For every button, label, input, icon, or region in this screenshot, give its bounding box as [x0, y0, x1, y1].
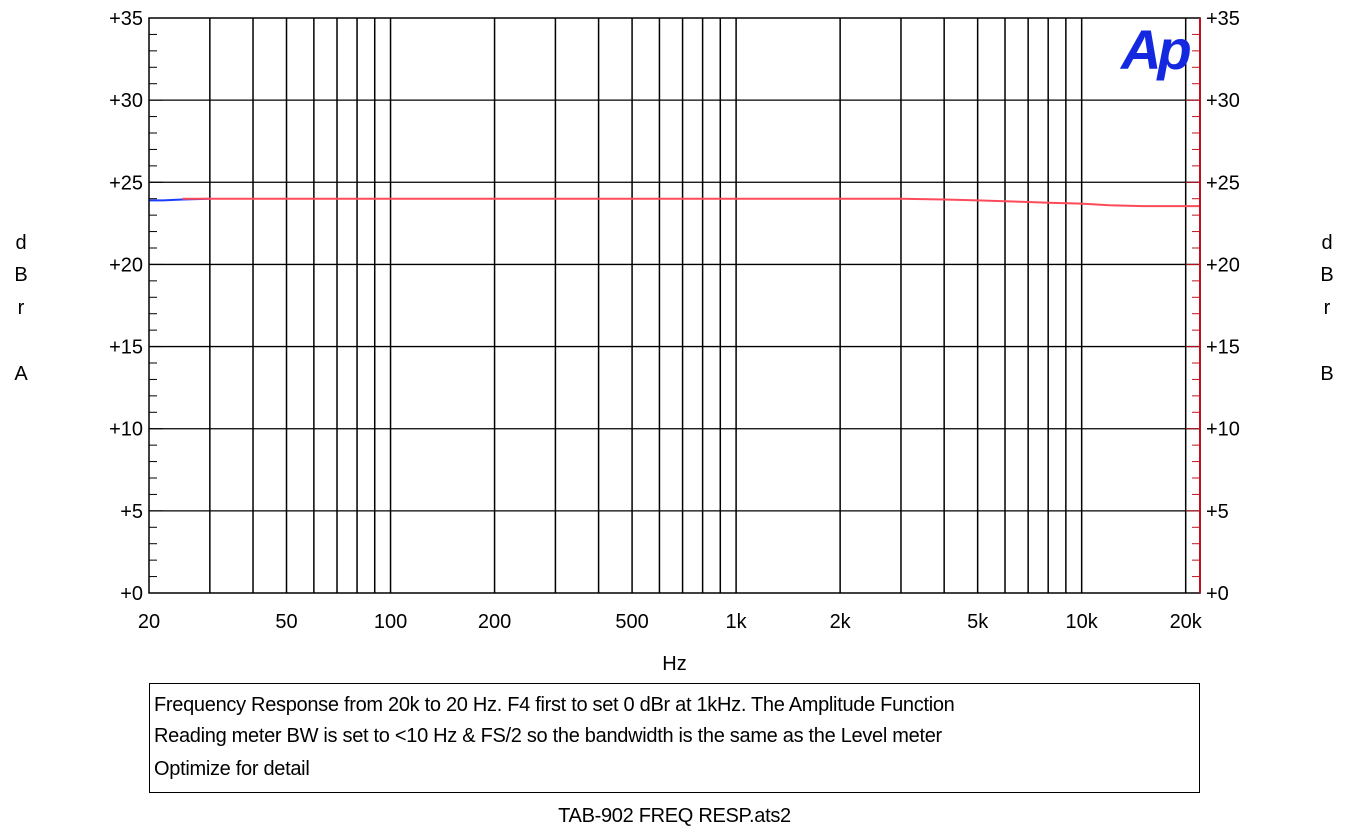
y-axis-title-left-char: r	[18, 297, 25, 319]
note-line-3: Optimize for detail	[154, 758, 310, 780]
x-tick-label: 10k	[1066, 611, 1099, 633]
x-tick-label: 500	[615, 611, 648, 633]
y-tick-label-right: +25	[1206, 172, 1240, 194]
y-axis-title-left-char: d	[15, 232, 26, 254]
series-lines	[149, 197, 1200, 208]
grid	[149, 18, 1200, 593]
x-axis-title: Hz	[662, 653, 686, 675]
frequency-response-chart: 20 50 100 200 500 1k 2k 5k 10k 20k+0 +0+5 +5+10 +10+…	[14, 8, 1333, 675]
tick-labels: 20 50 100 200 500 1k 2k 5k 10k 20k+0 +0+5 +5+10 +10+…	[14, 8, 1333, 675]
note-line-1: Frequency Response from 20k to 20 Hz. F4…	[154, 694, 955, 716]
y-tick-label-left: +10	[109, 419, 143, 441]
x-tick-label: 100	[374, 611, 407, 633]
y-axis-title-right-char: r	[1324, 297, 1331, 319]
note-line-2: Reading meter BW is set to <10 Hz & FS/2…	[154, 725, 942, 747]
y-tick-label-right: +20	[1206, 254, 1240, 276]
y-axis-title-right-char: B	[1320, 264, 1333, 286]
file-name: TAB-902 FREQ RESP.ats2	[558, 805, 791, 827]
x-tick-label: 20	[138, 611, 160, 633]
series-line-2	[182, 197, 1200, 208]
y-tick-label-left: +0	[120, 583, 143, 605]
plot-frame	[148, 17, 1201, 594]
x-tick-label: 50	[275, 611, 297, 633]
x-tick-label: 2k	[830, 611, 852, 633]
y-tick-label-right: +30	[1206, 90, 1240, 112]
y-tick-label-left: +20	[109, 254, 143, 276]
x-tick-label: 200	[478, 611, 511, 633]
y-axis-title-right-char: B	[1320, 363, 1333, 385]
x-tick-label: 20k	[1170, 611, 1203, 633]
y-tick-label-right: +5	[1206, 501, 1229, 523]
minor-y-ticks	[149, 17, 1200, 594]
notes-box: Frequency Response from 20k to 20 Hz. F4…	[149, 683, 1200, 793]
y-tick-label-right: +15	[1206, 337, 1240, 359]
y-axis-title-right-char: d	[1321, 232, 1332, 254]
y-tick-label-left: +15	[109, 337, 143, 359]
y-axis-title-left-char: A	[14, 363, 28, 385]
y-tick-label-right: +0	[1206, 583, 1229, 605]
y-tick-label-left: +5	[120, 501, 143, 523]
x-tick-label: 1k	[726, 611, 748, 633]
y-tick-label-right: +35	[1206, 8, 1240, 30]
y-tick-label-right: +10	[1206, 419, 1240, 441]
x-tick-label: 5k	[967, 611, 989, 633]
logo-ap: Ap	[1119, 18, 1190, 81]
y-tick-label-left: +25	[109, 172, 143, 194]
y-axis-title-left-char: B	[14, 264, 27, 286]
y-tick-label-left: +35	[109, 8, 143, 30]
y-tick-label-left: +30	[109, 90, 143, 112]
